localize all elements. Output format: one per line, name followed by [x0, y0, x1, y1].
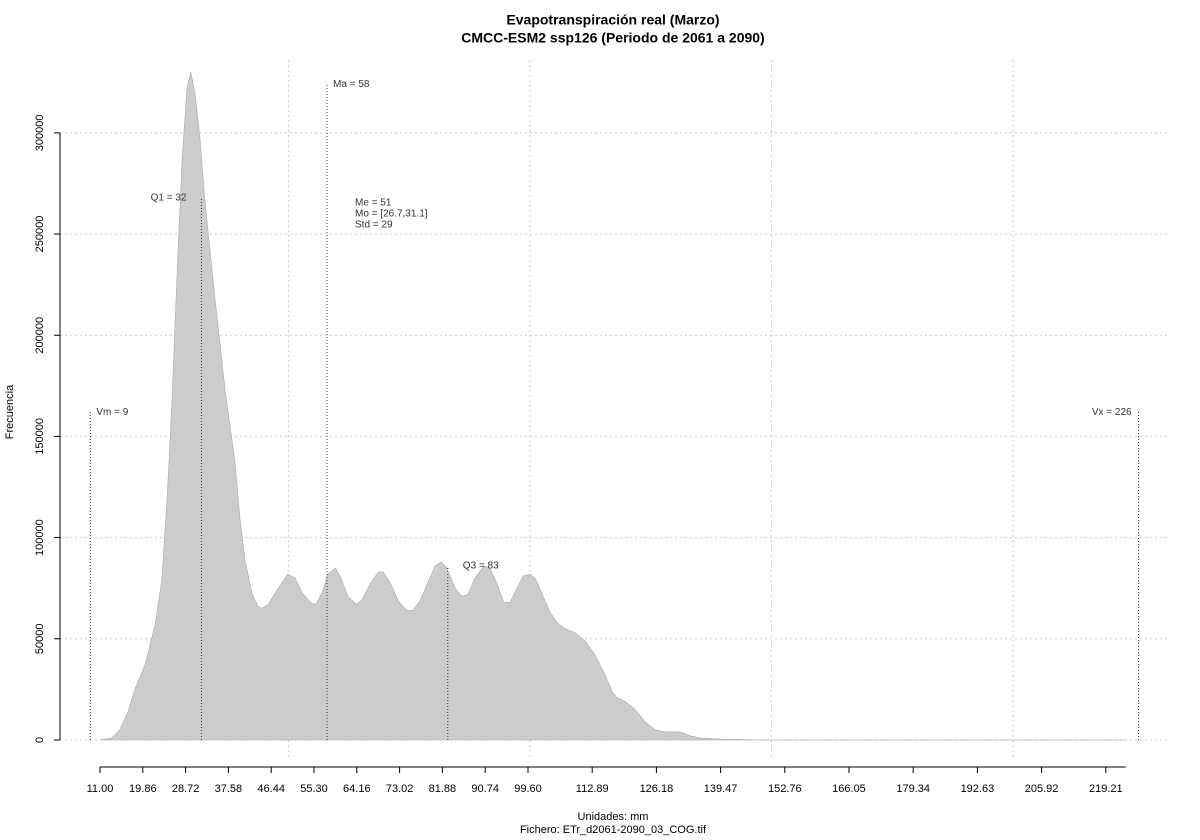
x-tick-label: 19.86: [129, 783, 157, 795]
y-tick-label: 150000: [34, 418, 46, 455]
chart-subtitle: CMCC-ESM2 ssp126 (Periodo de 2061 a 2090…: [461, 30, 764, 46]
x-tick-label: 64.16: [343, 783, 371, 795]
x-tick-label: 152.76: [768, 783, 802, 795]
y-tick-label: 100000: [34, 519, 46, 556]
marker-label: Q3 = 83: [463, 561, 499, 572]
stat-label: Std = 29: [355, 220, 393, 231]
x-tick-label: 179.34: [896, 783, 930, 795]
x-tick-label: 46.44: [257, 783, 285, 795]
x-tick-label: 112.89: [576, 783, 609, 795]
y-tick-label: 0: [34, 737, 46, 743]
stat-label: Me = 51: [355, 198, 392, 209]
x-tick-label: 219.21: [1089, 783, 1123, 795]
x-tick-label: 139.47: [704, 783, 738, 795]
y-tick-label: 200000: [34, 317, 46, 354]
chart-title: Evapotranspiración real (Marzo): [506, 12, 719, 28]
x-tick-label: 205.92: [1025, 783, 1059, 795]
x-tick-label: 81.88: [429, 783, 457, 795]
x-tick-label: 99.60: [514, 783, 542, 795]
y-tick-label: 250000: [34, 216, 46, 253]
x-tick-label: 37.58: [215, 783, 243, 795]
marker-label: Ma = 58: [333, 79, 370, 90]
x-axis-label: Unidades: mm: [578, 811, 649, 823]
marker-label: Vm = 9: [96, 407, 128, 418]
y-axis-label: Frecuencia: [4, 384, 16, 439]
x-tick-label: 166.05: [832, 783, 866, 795]
x-tick-label: 28.72: [172, 783, 200, 795]
x-tick-label: 126.18: [640, 783, 674, 795]
x-tick-label: 192.63: [961, 783, 995, 795]
x-tick-label: 73.02: [386, 783, 414, 795]
stat-label: Mo = [26.7,31.1]: [355, 209, 428, 220]
y-tick-label: 300000: [34, 114, 46, 151]
file-label: Fichero: ETr_d2061-2090_03_COG.tif: [520, 824, 707, 836]
x-tick-label: 11.00: [87, 783, 114, 795]
x-tick-label: 55.30: [300, 783, 328, 795]
marker-label: Vx = 226: [1092, 407, 1132, 418]
density-area: [99, 72, 1127, 741]
x-tick-label: 90.74: [471, 783, 499, 795]
y-tick-label: 50000: [34, 623, 46, 654]
marker-label: Q1 = 32: [151, 192, 187, 203]
